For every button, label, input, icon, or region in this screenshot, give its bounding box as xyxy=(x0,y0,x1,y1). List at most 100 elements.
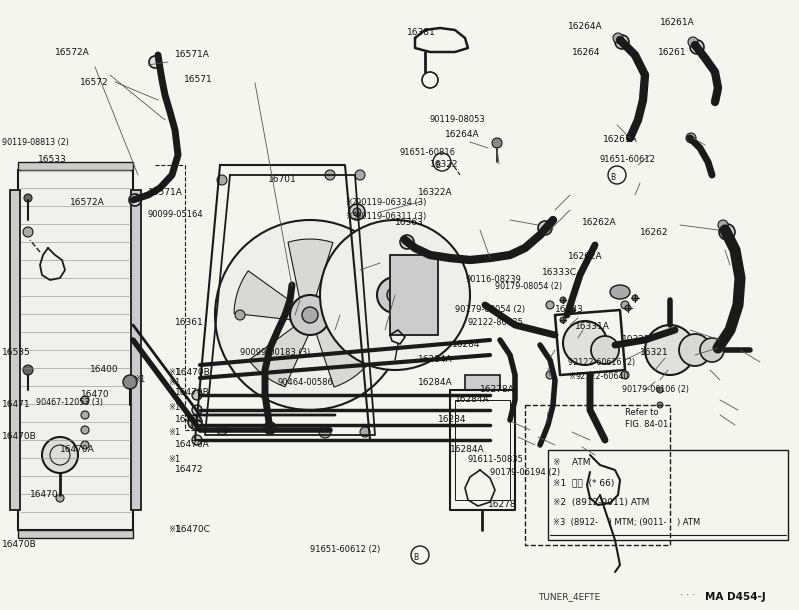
Circle shape xyxy=(546,371,554,379)
Text: 92122-60616 (2): 92122-60616 (2) xyxy=(568,358,635,367)
Text: 16363: 16363 xyxy=(395,218,423,227)
Text: 16333: 16333 xyxy=(555,305,584,314)
Text: MA D454-J: MA D454-J xyxy=(705,592,765,602)
Circle shape xyxy=(645,325,695,375)
Circle shape xyxy=(215,220,405,410)
Bar xyxy=(548,450,788,540)
Text: 16472: 16472 xyxy=(175,465,204,474)
Bar xyxy=(18,530,133,538)
Circle shape xyxy=(632,295,638,301)
Text: ※3: ※3 xyxy=(345,212,357,221)
Text: ※: ※ xyxy=(568,372,575,381)
Text: 91651-60612: 91651-60612 xyxy=(600,155,656,164)
Circle shape xyxy=(560,317,566,323)
Bar xyxy=(18,170,133,530)
Text: 16470B: 16470B xyxy=(175,388,210,397)
Text: 16262A: 16262A xyxy=(582,218,617,227)
Circle shape xyxy=(657,387,663,393)
Text: ※1: ※1 xyxy=(168,428,181,437)
Circle shape xyxy=(700,338,724,362)
Bar xyxy=(455,400,510,500)
Circle shape xyxy=(23,365,33,375)
Polygon shape xyxy=(316,321,371,387)
Circle shape xyxy=(387,287,403,303)
Bar xyxy=(465,375,500,390)
Circle shape xyxy=(81,396,89,404)
Circle shape xyxy=(355,170,365,180)
Text: 16261A: 16261A xyxy=(660,18,695,27)
Text: 91611-50835: 91611-50835 xyxy=(468,455,524,464)
Circle shape xyxy=(188,415,202,429)
Text: Refer to: Refer to xyxy=(625,408,658,417)
Text: 16284: 16284 xyxy=(452,340,480,349)
Text: 90179-06194 (2): 90179-06194 (2) xyxy=(490,468,560,477)
Circle shape xyxy=(679,334,711,366)
Text: B: B xyxy=(413,553,419,562)
Text: TUNER_4EFTE: TUNER_4EFTE xyxy=(538,592,600,601)
Text: ※1: ※1 xyxy=(133,375,145,384)
Circle shape xyxy=(686,133,696,143)
Circle shape xyxy=(657,402,663,408)
Circle shape xyxy=(81,411,89,419)
Circle shape xyxy=(377,277,413,313)
Text: 90467-12053 (3): 90467-12053 (3) xyxy=(36,398,103,407)
Text: 16261: 16261 xyxy=(658,48,686,57)
Circle shape xyxy=(23,227,33,237)
Circle shape xyxy=(400,235,414,249)
Text: 16470: 16470 xyxy=(81,390,110,399)
Text: 16262A: 16262A xyxy=(568,252,602,261)
Text: 90179-06106 (2): 90179-06106 (2) xyxy=(622,385,689,394)
Text: 16361: 16361 xyxy=(175,318,204,327)
Text: ※3  (8912-    ) MTM; (9011-    ) ATM: ※3 (8912- ) MTM; (9011- ) ATM xyxy=(553,518,700,527)
Circle shape xyxy=(615,35,629,49)
Polygon shape xyxy=(248,326,309,387)
Bar xyxy=(18,162,133,170)
Polygon shape xyxy=(234,271,296,320)
Circle shape xyxy=(560,297,566,303)
Text: 16471: 16471 xyxy=(2,400,30,409)
Circle shape xyxy=(42,437,78,473)
Text: 16262: 16262 xyxy=(640,228,669,237)
Circle shape xyxy=(569,307,575,313)
Circle shape xyxy=(492,138,502,148)
Circle shape xyxy=(266,345,276,355)
Circle shape xyxy=(320,220,470,370)
Text: 16470B: 16470B xyxy=(2,540,37,549)
Circle shape xyxy=(302,307,318,323)
Text: 92122-80835: 92122-80835 xyxy=(468,318,524,327)
Text: 16571A: 16571A xyxy=(175,50,210,59)
Circle shape xyxy=(591,336,619,364)
Text: 90099-00183 (3): 90099-00183 (3) xyxy=(240,348,310,357)
Text: 16400: 16400 xyxy=(90,365,118,374)
Text: 16572A: 16572A xyxy=(70,198,105,207)
Circle shape xyxy=(613,33,623,43)
Circle shape xyxy=(563,321,607,365)
Text: 16470B: 16470B xyxy=(176,368,211,377)
Text: 16470: 16470 xyxy=(30,490,58,499)
Circle shape xyxy=(690,40,704,54)
Text: 16261A: 16261A xyxy=(603,135,638,144)
Text: B: B xyxy=(610,173,615,182)
Text: 16278A: 16278A xyxy=(480,385,515,394)
Text: 90119-08813 (2): 90119-08813 (2) xyxy=(2,138,69,147)
Text: 16381: 16381 xyxy=(407,28,435,37)
Text: 16470A: 16470A xyxy=(175,440,210,449)
Text: 90179-08054 (2): 90179-08054 (2) xyxy=(495,282,562,291)
Text: 16284A: 16284A xyxy=(455,395,490,404)
Polygon shape xyxy=(321,271,386,315)
Text: 16331A: 16331A xyxy=(575,322,610,331)
Circle shape xyxy=(129,194,141,206)
Bar xyxy=(10,190,20,510)
Text: 16533: 16533 xyxy=(38,155,67,164)
Circle shape xyxy=(360,427,370,437)
Text: 16333C: 16333C xyxy=(542,268,577,277)
Text: 90119-08053: 90119-08053 xyxy=(430,115,486,124)
Text: 16284: 16284 xyxy=(438,415,467,424)
Circle shape xyxy=(538,221,552,235)
Text: 16284A: 16284A xyxy=(418,378,452,387)
Circle shape xyxy=(192,435,202,445)
Text: 16264A: 16264A xyxy=(445,130,479,139)
Circle shape xyxy=(353,208,361,216)
Text: 16470B: 16470B xyxy=(2,432,37,441)
Text: 90116-08239: 90116-08239 xyxy=(465,275,521,284)
